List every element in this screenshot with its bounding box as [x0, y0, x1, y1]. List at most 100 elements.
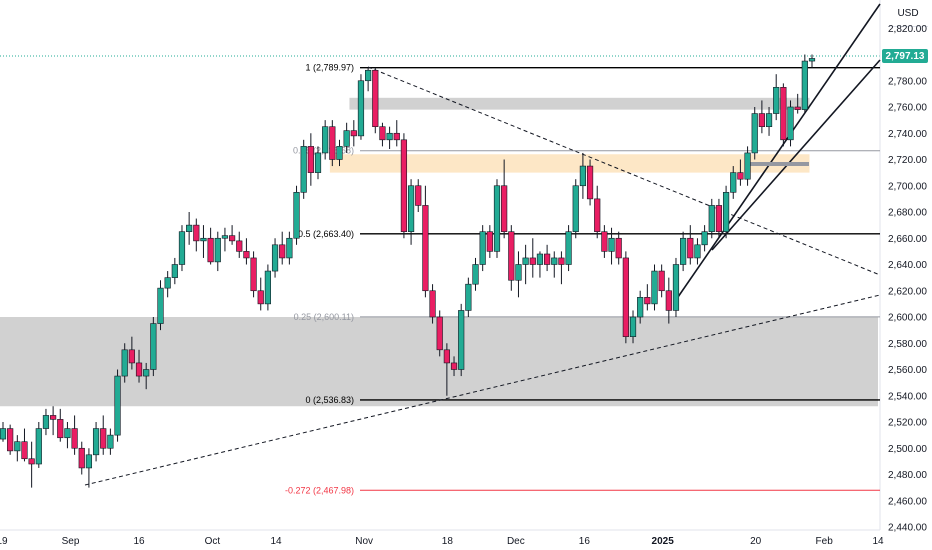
- candle-body: [787, 106, 794, 141]
- candle-body: [71, 428, 78, 449]
- candle: [50, 406, 57, 436]
- candle: [722, 185, 730, 239]
- x-axis-ticks: 19 Sep 16 Oct 14 Nov 18 Dec 16 2025 20 Feb 14: [0, 536, 884, 547]
- candle: [450, 356, 458, 377]
- candle-body: [286, 237, 293, 259]
- candle: [765, 107, 773, 136]
- candle-body: [379, 126, 386, 141]
- candle: [243, 238, 250, 265]
- candle-body: [658, 270, 665, 292]
- candle-body: [150, 323, 157, 370]
- candle: [350, 120, 357, 147]
- candle: [415, 179, 422, 212]
- candle-body: [672, 264, 680, 311]
- candle: [422, 185, 429, 298]
- candle: [608, 227, 615, 265]
- candle-body: [529, 257, 536, 265]
- candle: [42, 408, 50, 436]
- candle-body: [243, 251, 250, 259]
- candle-body: [737, 172, 744, 180]
- candle-body: [715, 205, 723, 232]
- candle-body: [594, 198, 601, 232]
- candle: [622, 251, 629, 344]
- candle: [637, 290, 644, 324]
- candle: [193, 218, 200, 252]
- candle-body: [50, 415, 57, 420]
- candle: [329, 120, 336, 167]
- candle: [372, 67, 379, 134]
- candle-body: [171, 264, 178, 278]
- trendline-channel-right[interactable]: [711, 59, 881, 251]
- candle-body: [28, 458, 35, 465]
- candle: [594, 185, 601, 239]
- trendline-channel-left[interactable]: [677, 3, 881, 298]
- candle-body: [186, 224, 193, 232]
- candles-layer: [0, 54, 816, 488]
- candle-body: [436, 316, 443, 351]
- fib-label-5: -0.272 (2,467.98): [285, 485, 354, 495]
- candle: [694, 238, 701, 265]
- candle: [522, 244, 529, 285]
- x-tick-label: Feb: [816, 536, 834, 547]
- candle-body: [200, 237, 207, 242]
- candle-body: [400, 139, 408, 232]
- fib-label-2: 0.5 (2,663.40): [298, 229, 354, 239]
- candle-body: [479, 231, 486, 265]
- candle-body: [493, 185, 501, 252]
- zone-orange: [329, 154, 810, 173]
- candle: [551, 251, 558, 278]
- candle-body: [450, 362, 458, 370]
- candle-body: [365, 69, 372, 82]
- candle: [501, 159, 508, 239]
- candle-body: [680, 237, 687, 265]
- candle-body: [536, 253, 544, 265]
- candle: [128, 336, 135, 370]
- candle: [443, 343, 450, 396]
- trendline-upper-dashed[interactable]: [367, 66, 881, 276]
- candle: [565, 225, 572, 272]
- candle: [508, 225, 515, 291]
- fib-label-3: 0.25 (2,600.11): [294, 312, 354, 322]
- x-tick-label: Dec: [507, 536, 525, 547]
- candle: [186, 212, 193, 245]
- candle-body: [100, 428, 107, 449]
- candle: [486, 225, 493, 258]
- candle: [236, 231, 243, 258]
- candle-body: [601, 231, 608, 252]
- candle-body: [622, 257, 629, 337]
- candle: [515, 251, 522, 298]
- candle: [615, 231, 622, 265]
- candle: [787, 100, 794, 147]
- candle: [458, 303, 465, 377]
- candle: [0, 422, 7, 442]
- last-price-tag: 2,797.13: [882, 49, 928, 63]
- x-tick-label: Oct: [205, 536, 221, 547]
- candle: [465, 277, 472, 317]
- candle-body: [722, 192, 730, 232]
- candle: [758, 100, 765, 134]
- trendline-lower-dashed[interactable]: [84, 294, 881, 486]
- y-tick-label: 2,700.00: [888, 181, 927, 192]
- candle: [436, 310, 443, 357]
- candle-body: [164, 277, 171, 289]
- candle: [529, 238, 536, 278]
- y-tick-label: 2,480.00: [888, 470, 927, 481]
- candle: [407, 179, 415, 245]
- candle-body: [794, 106, 801, 110]
- candle-body: [121, 349, 128, 377]
- candle: [365, 67, 372, 92]
- candle-body: [350, 130, 357, 137]
- candle-body: [780, 87, 787, 141]
- candle: [307, 133, 314, 186]
- candle-body: [801, 60, 808, 110]
- candle-body: [730, 172, 737, 193]
- y-tick-label: 2,440.00: [888, 523, 927, 534]
- candle: [200, 225, 207, 258]
- candle-body: [114, 375, 121, 436]
- candle-body: [751, 113, 758, 154]
- candle-body: [407, 185, 415, 232]
- candle-body: [651, 270, 658, 305]
- y-tick-label: 2,640.00: [888, 260, 927, 271]
- candle-body: [393, 132, 400, 141]
